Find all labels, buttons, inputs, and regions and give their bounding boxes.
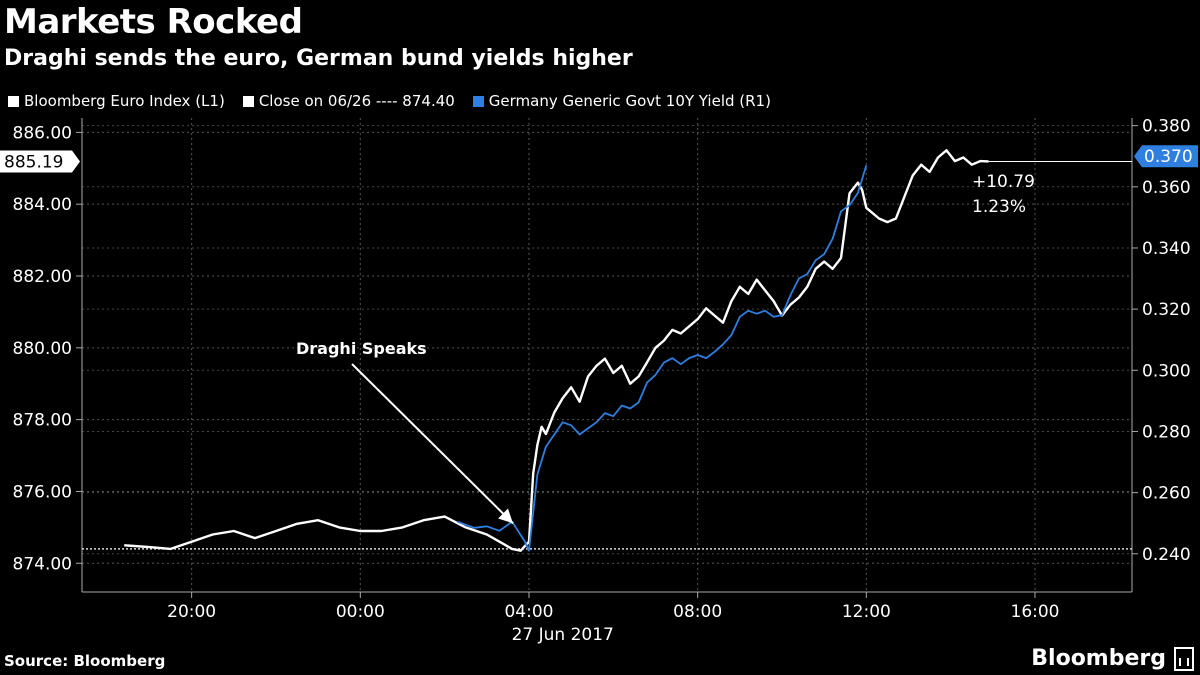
- source-note: Source: Bloomberg: [4, 652, 166, 670]
- legend-item-euro-index: Bloomberg Euro Index (L1): [8, 92, 225, 110]
- chart-title: Markets Rocked: [4, 2, 303, 42]
- left-last-value-label: 885.19: [4, 152, 63, 172]
- left-tick-label: 880.00: [13, 339, 72, 359]
- legend-item-bund-yield: Germany Generic Govt 10Y Yield (R1): [472, 92, 771, 110]
- left-tick-label: 878.00: [13, 411, 72, 431]
- right-tick-label: 0.380: [1142, 117, 1191, 137]
- annotation-label: Draghi Speaks: [296, 339, 427, 358]
- legend-swatch-euro-index: [8, 95, 19, 107]
- left-tick-label: 886.00: [13, 123, 72, 143]
- bund-yield-line: [456, 165, 868, 552]
- left-last-value-box: [0, 150, 80, 173]
- right-last-value-box: [1134, 145, 1198, 168]
- axis-labels: 874.00 876.00 878.00 880.00 882.00 884.00 886.…: [13, 117, 1191, 645]
- right-tick-label: 0.320: [1142, 300, 1191, 320]
- euro-index-line: [124, 149, 989, 552]
- legend-label-close: Close on 06/26 ---- 874.40: [258, 92, 455, 110]
- left-tick-label: 874.00: [13, 554, 72, 574]
- legend-label-euro-index: Bloomberg Euro Index (L1): [24, 92, 225, 110]
- left-tick-label: 884.00: [13, 195, 72, 215]
- x-tick-label: 08:00: [673, 602, 722, 622]
- annotation-arrow-head: [498, 508, 513, 524]
- x-tick-label: 16:00: [1011, 602, 1060, 622]
- chart-subtitle: Draghi sends the euro, German bund yield…: [4, 46, 633, 71]
- legend-swatch-bund-yield: [472, 95, 484, 107]
- annotation-arrow-line: [351, 363, 514, 525]
- grid-lines: [82, 118, 1132, 592]
- right-tick-label: 0.340: [1142, 239, 1191, 259]
- chart-axes: [76, 118, 1138, 598]
- right-tick-label: 0.300: [1142, 361, 1191, 381]
- right-tick-label: 0.260: [1142, 484, 1191, 504]
- right-tick-label: 0.360: [1142, 178, 1191, 198]
- x-tick-label: 20:00: [167, 602, 216, 622]
- change-percent-label: 1.23%: [972, 197, 1026, 217]
- x-tick-label: 00:00: [336, 602, 385, 622]
- legend-item-close: Close on 06/26 ---- 874.40: [242, 92, 455, 110]
- brand-name: Bloomberg: [1031, 646, 1166, 671]
- left-tick-label: 882.00: [13, 267, 72, 287]
- chart-series: [124, 149, 989, 552]
- chart-annotations: 885.19 0.370 +10.79 1.23% Draghi Speaks: [0, 145, 1198, 525]
- legend-swatch-close: [242, 95, 254, 107]
- x-date-label: 27 Jun 2017: [512, 625, 614, 645]
- x-tick-label: 04:00: [504, 602, 553, 622]
- change-value-label: +10.79: [972, 172, 1035, 192]
- right-tick-label: 0.280: [1142, 422, 1191, 442]
- chart-legend: Bloomberg Euro Index (L1) Close on 06/26…: [8, 92, 771, 110]
- right-tick-label: 0.240: [1142, 545, 1191, 565]
- bloomberg-logo: Bloomberg: [1031, 646, 1194, 671]
- terminal-icon: [1174, 646, 1194, 671]
- legend-label-bund-yield: Germany Generic Govt 10Y Yield (R1): [488, 92, 771, 110]
- right-last-value-label: 0.370: [1144, 147, 1193, 167]
- x-tick-label: 12:00: [842, 602, 891, 622]
- left-tick-label: 876.00: [13, 482, 72, 502]
